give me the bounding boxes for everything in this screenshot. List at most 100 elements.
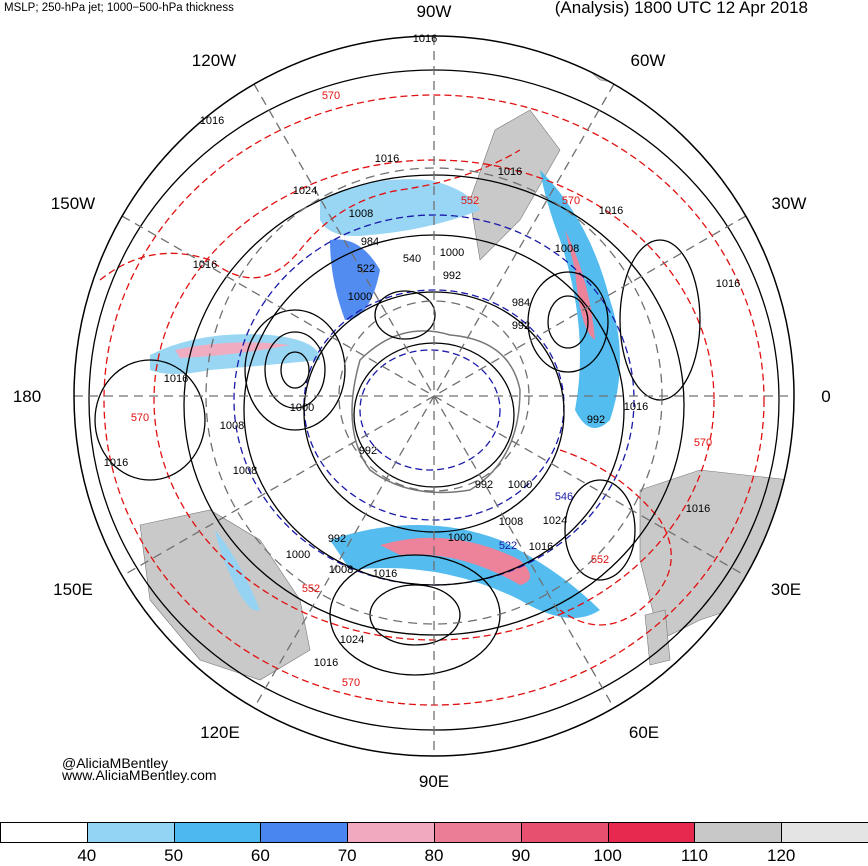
credit-website: www.AliciaMBentley.com: [62, 767, 217, 783]
lon-label-top-left: 120W: [191, 51, 237, 70]
isobar-label: 1000: [286, 549, 310, 561]
jet-atlantic-core: [565, 230, 595, 340]
colorbar-cell: [434, 822, 522, 843]
thickness-label: 522: [499, 540, 517, 552]
isobar-label: 1016: [373, 568, 397, 580]
isobar-label: 1008: [329, 564, 353, 576]
isobar-label: 992: [443, 270, 461, 282]
isobar-east-pacific-high: [94, 359, 206, 481]
jet-south-pacific: [320, 179, 480, 236]
colorbar-tick-label: 120: [767, 846, 796, 865]
isobar-label: 1016: [716, 278, 740, 290]
map-title-left: MSLP; 250-hPa jet; 1000−500-hPa thicknes…: [4, 2, 234, 14]
isobar-label: 1016: [104, 457, 128, 469]
isobar-label: 1016: [200, 115, 224, 127]
isobar-atlantic-low-1: [527, 271, 609, 373]
thickness-570-wave: [99, 149, 521, 281]
isobar-label: 1016: [599, 205, 623, 217]
isobar-pacific-low-3: [280, 351, 310, 389]
colorbar-tick-label: 40: [77, 846, 97, 865]
colorbar-tick-label: 100: [593, 846, 622, 865]
isobar-label: 992: [512, 320, 530, 332]
polar-map: 1016 1016 1024 1016 1016 1008 984 1000 9…: [73, 33, 795, 757]
isobar-label: 1016: [624, 401, 648, 413]
jet-indian-core: [380, 537, 530, 585]
colorbar-tick-label: 50: [164, 846, 184, 865]
isobar-label: 1008: [555, 243, 579, 255]
isobar-label: 1016: [413, 33, 437, 45]
colorbar-cell: [694, 822, 783, 843]
credit-handle: @AliciaMBentley: [62, 755, 169, 771]
lon-label-top: 90W: [416, 2, 452, 21]
isobar-indian-high-1: [329, 554, 501, 676]
isobar-pacific-low-2: [264, 331, 326, 409]
jet-pacific: [150, 334, 320, 374]
colorbar-tick-label: 110: [680, 846, 708, 865]
isobar-label: 522: [357, 263, 375, 275]
isobar-indian-high-2: [369, 584, 461, 646]
lon-label-upper-left: 150W: [50, 194, 96, 213]
colorbar-cell: [86, 822, 175, 843]
colorbar-tick-label: 60: [250, 846, 270, 865]
land-australia: [139, 509, 311, 681]
map-title-right: (Analysis) 1800 UTC 12 Apr 2018: [554, 0, 808, 17]
lon-label-bottom-right: 60E: [628, 723, 660, 742]
isobar-label: 1016: [193, 259, 217, 271]
isobar-label: 1000: [508, 479, 532, 491]
thickness-label: 570: [342, 677, 360, 689]
colorbar-cell: [520, 822, 609, 843]
isobar-label: 992: [475, 479, 493, 491]
isobar-atlantic-low-2: [547, 295, 589, 349]
lon-label-lower-right: 30E: [770, 580, 802, 599]
colorbar-tick-label: 90: [511, 846, 531, 865]
thickness-label: 570: [322, 90, 340, 102]
isobar-label: 1016: [686, 503, 710, 515]
thickness-label: 570: [131, 412, 149, 424]
land-antarctica: [351, 330, 521, 494]
lon-label-bottom: 90E: [418, 772, 450, 791]
isobar-atlantic-high: [619, 239, 701, 401]
isobar-label: 992: [328, 533, 346, 545]
isobar-label: 1024: [543, 515, 567, 527]
isobar-label: 1000: [448, 532, 472, 544]
isobar-label: 1000: [348, 291, 372, 303]
isobar-label: 1016: [314, 657, 338, 669]
colorbar: 40 50 60 70 80 90 100 110 120: [0, 822, 868, 865]
isobar-label: 992: [587, 414, 605, 426]
jet-pacific-core: [175, 342, 290, 358]
map-border: [73, 35, 795, 757]
isobar-label: 984: [512, 297, 530, 309]
thickness-label-group: 570 552 570 570 570 552 552 570 546 522: [131, 90, 712, 689]
isobar-label: 1008: [349, 208, 373, 220]
isobar-label: 1016: [375, 153, 399, 165]
isobar-label: 1024: [293, 185, 317, 197]
lon-label-upper-right: 30W: [771, 194, 807, 213]
thickness-label: 552: [302, 583, 320, 595]
thickness-label: 570: [694, 437, 712, 449]
thickness-504: [359, 349, 501, 471]
isobar-pacific-low-1: [244, 309, 346, 431]
land-south-america-tip: [469, 109, 561, 261]
isobar-label: 1008: [220, 420, 244, 432]
isobar-label-group: 1016 1016 1024 1016 1016 1008 984 1000 9…: [104, 33, 740, 669]
lon-label-right: 0: [821, 387, 831, 406]
isobar-label: 1008: [233, 465, 257, 477]
colorbar-cell: [173, 822, 262, 843]
colorbar-tick-label: 80: [424, 846, 444, 865]
colorbar-cell: [260, 822, 349, 843]
isobar-label: 1016: [529, 541, 553, 553]
colorbar-tick-label: 70: [337, 846, 357, 865]
isobar-label: 984: [361, 236, 379, 248]
isobar-label: 1008: [499, 516, 523, 528]
colorbar-cell: [781, 822, 868, 843]
graticule: [74, 36, 794, 756]
isobar-label: 1000: [440, 247, 464, 259]
lon-label-bottom-left: 120E: [200, 723, 240, 742]
isobar-label: 1024: [340, 634, 364, 646]
land-madagascar: [644, 609, 671, 666]
thickness-label: 546: [555, 491, 573, 503]
colorbar-cell: [0, 822, 88, 843]
lon-label-top-right: 60W: [630, 51, 666, 70]
colorbar-cell: [607, 822, 696, 843]
lon-label-left: 180: [12, 387, 42, 406]
